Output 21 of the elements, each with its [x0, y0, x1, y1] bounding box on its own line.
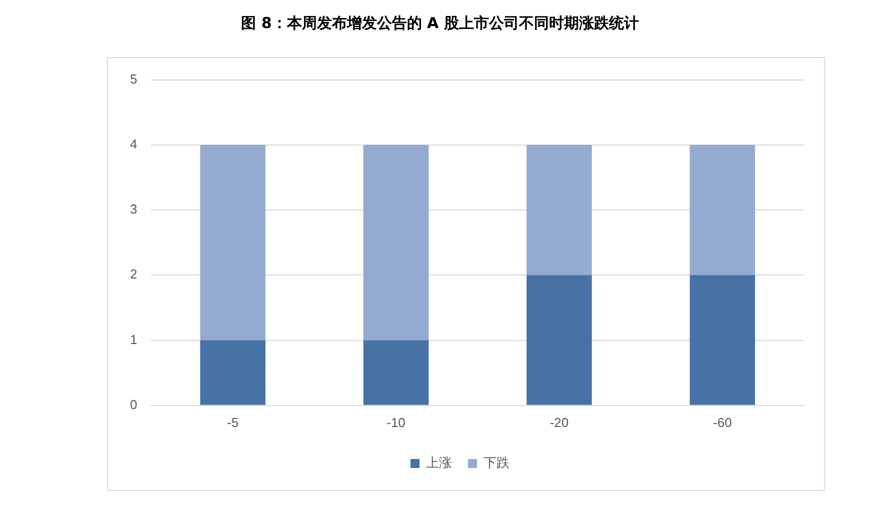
bar: [690, 144, 756, 276]
y-tick-label: 5: [130, 71, 138, 86]
chart-title: 图 8：本周发布增发公告的 A 股上市公司不同时期涨跌统计: [240, 14, 640, 33]
bar: [363, 340, 429, 405]
y-tick-label: 3: [130, 202, 138, 217]
x-tick-label: -10: [386, 414, 406, 430]
bar: [526, 144, 592, 276]
y-tick-label: 2: [130, 266, 138, 282]
bar: [690, 275, 756, 405]
bar: [363, 144, 429, 340]
legend-label: 上涨: [426, 456, 452, 471]
bar: [200, 144, 266, 340]
x-tick-label: -60: [713, 414, 732, 430]
x-tick-label: -5: [227, 414, 239, 430]
bar: [526, 275, 592, 405]
y-tick-label: 1: [130, 332, 138, 347]
legend-label: 下跌: [484, 456, 510, 471]
y-tick-label: 0: [130, 396, 138, 412]
y-tick-label: 4: [130, 136, 138, 152]
bar: [200, 340, 266, 405]
x-tick-label: -20: [550, 414, 569, 430]
